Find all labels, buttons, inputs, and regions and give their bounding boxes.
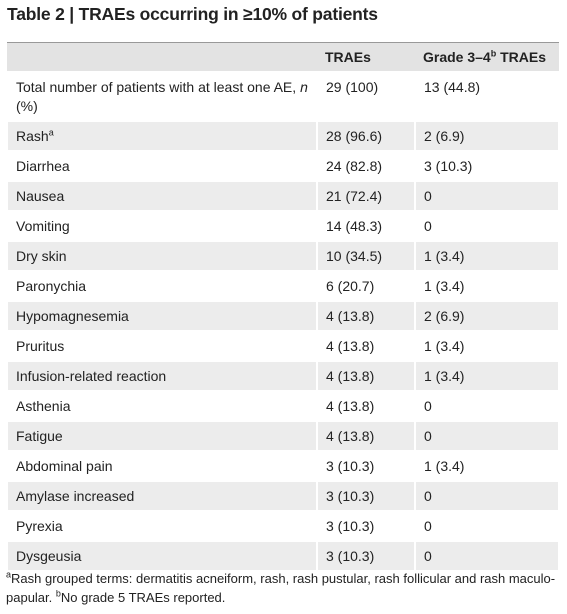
cell: Fatigue [6,420,318,452]
cell: 0 [414,390,560,422]
cell: 4 (13.8) [316,330,416,362]
table-row: Asthenia 4 (13.8) 0 [6,390,560,422]
cell: 14 (48.3) [316,210,416,242]
text: Rash [16,128,49,144]
cell: 1 (3.4) [414,240,560,272]
cell: 4 (13.8) [316,390,416,422]
table-row: Dry skin 10 (34.5) 1 (3.4) [6,240,560,272]
table-row: Pruritus 4 (13.8) 1 (3.4) [6,330,560,362]
text: No grade 5 TRAEs reported. [60,590,226,605]
cell: 21 (72.4) [316,180,416,212]
header-row: TRAEs Grade 3–4b TRAEs [7,42,559,72]
cell: Paronychia [6,270,318,302]
cell: 6 (20.7) [316,270,416,302]
cell: 3 (10.3) [316,450,416,482]
cell: 24 (82.8) [316,150,416,182]
cell: 2 (6.9) [414,300,560,332]
table-row: Vomiting 14 (48.3) 0 [6,210,560,242]
table-row: Infusion-related reaction 4 (13.8) 1 (3.4) [6,360,560,392]
cell: 3 (10.3) [316,480,416,512]
cell: Pruritus [6,330,318,362]
cell: Vomiting [6,210,318,242]
column-header: TRAEs [317,42,415,72]
footnote: aRash grouped terms: dermatitis acneifor… [6,569,562,607]
cell: 3 (10.3) [316,510,416,542]
cell: Abdominal pain [6,450,318,482]
text: Rash grouped terms: dermatitis acneiform… [6,571,556,605]
cell: 13 (44.8) [414,71,560,122]
text: (%) [16,98,38,114]
table-title: Table 2 | TRAEs occurring in ≥10% of pat… [7,4,378,24]
cell: 29 (100) [316,71,416,122]
cell: 1 (3.4) [414,360,560,392]
superscript: b [55,588,61,599]
cell: 4 (13.8) [316,300,416,332]
cell: Diarrhea [6,150,318,182]
cell: 1 (3.4) [414,270,560,302]
cell: 0 [414,510,560,542]
text: TRAEs [496,49,547,65]
table: TRAEs Grade 3–4b TRAEs Total number of pat… [6,42,560,572]
cell: 0 [414,210,560,242]
cell: 3 (10.3) [414,150,560,182]
table-row: Fatigue 4 (13.8) 0 [6,420,560,452]
table-row: Paronychia 6 (20.7) 1 (3.4) [6,270,560,302]
cell: 10 (34.5) [316,240,416,272]
table-row: Nausea 21 (72.4) 0 [6,180,560,212]
italic: n [300,79,308,95]
cell: Asthenia [6,390,318,422]
table-row: Abdominal pain 3 (10.3) 1 (3.4) [6,450,560,482]
table-row: Amylase increased 3 (10.3) 0 [6,480,560,512]
cell: Rasha [6,120,318,152]
cell: Dry skin [6,240,318,272]
superscript: a [6,569,12,580]
table-row: Hypomagnesemia 4 (13.8) 2 (6.9) [6,300,560,332]
cell: Infusion-related reaction [6,360,318,392]
cell: Hypomagnesemia [6,300,318,332]
cell: 28 (96.6) [316,120,416,152]
table-row: Rasha 28 (96.6) 2 (6.9) [6,120,560,152]
cell: Nausea [6,180,318,212]
text: Grade 3–4 [423,49,491,65]
cell: 4 (13.8) [316,360,416,392]
cell: 4 (13.8) [316,420,416,452]
cell: Total number of patients with at least o… [6,71,318,122]
table-row: Pyrexia 3 (10.3) 0 [6,510,560,542]
cell: Dysgeusia [6,540,318,572]
cell: 1 (3.4) [414,330,560,362]
table-row: Total number of patients with at least o… [6,71,560,122]
superscript: b [490,48,497,59]
table-row: Diarrhea 24 (82.8) 3 (10.3) [6,150,560,182]
cell: 0 [414,180,560,212]
cell: 2 (6.9) [414,120,560,152]
cell: 0 [414,480,560,512]
table-row: Dysgeusia 3 (10.3) 0 [6,540,560,572]
cell: 0 [414,420,560,452]
cell: Amylase increased [6,480,318,512]
cell: Pyrexia [6,510,318,542]
superscript: a [48,127,54,138]
column-header [7,42,317,72]
cell: 3 (10.3) [316,540,416,572]
column-header: Grade 3–4b TRAEs [415,42,559,72]
cell: 0 [414,540,560,572]
text: Total number of patients with at least o… [16,79,301,95]
cell: 1 (3.4) [414,450,560,482]
